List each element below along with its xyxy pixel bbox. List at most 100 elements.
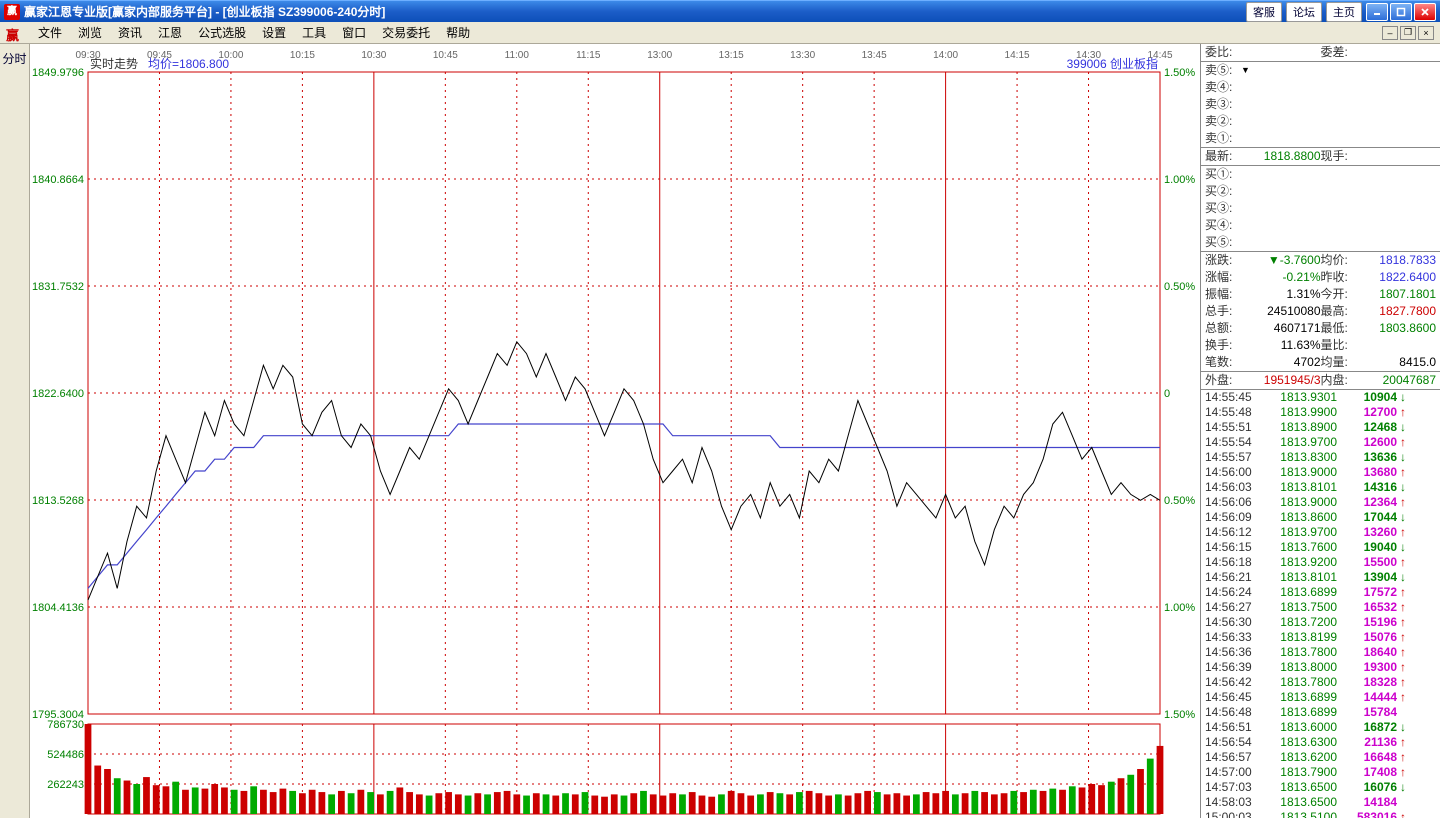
svg-text:1831.7532: 1831.7532 (32, 281, 84, 293)
minimize-button[interactable] (1366, 3, 1388, 21)
chart-area[interactable]: 1849.9796 1.50% 1840.8664 1.00% 1831.7532 0.5… (30, 44, 1200, 818)
svg-text:13:45: 13:45 (862, 50, 887, 61)
subwindow-controls: ‒ ❐ × (1382, 26, 1434, 40)
maximize-button[interactable] (1390, 3, 1412, 21)
svg-text:1813.5268: 1813.5268 (32, 495, 84, 507)
tick-row: 14:56:061813.900012364↑ (1201, 495, 1440, 510)
svg-text:1804.4136: 1804.4136 (32, 602, 84, 614)
stat-row-2: 振幅:1.31%今开:1807.1801 (1201, 286, 1440, 303)
menubar: 赢 文件浏览资讯江恩公式选股设置工具窗口交易委托帮助 ‒ ❐ × (0, 22, 1440, 44)
svg-text:11:00: 11:00 (505, 50, 530, 61)
buy-row-1: 买②: (1201, 183, 1440, 200)
tick-row: 14:56:511813.600016872↓ (1201, 720, 1440, 735)
sub-minimize-button[interactable]: ‒ (1382, 26, 1398, 40)
tick-row: 14:56:391813.800019300↑ (1201, 660, 1440, 675)
svg-text:14:15: 14:15 (1005, 50, 1030, 61)
svg-text:786730: 786730 (47, 719, 84, 731)
svg-text:524486: 524486 (47, 749, 84, 761)
stat-row-6: 笔数:4702均量:8415.0 (1201, 354, 1440, 371)
link-kefu[interactable]: 客服 (1246, 2, 1282, 22)
quote-panel: 委比: 委差: 卖⑤:▼卖④:卖③:卖②:卖①: 最新: 1818.8800 现… (1200, 44, 1440, 818)
svg-text:均价=1806.800: 均价=1806.800 (148, 57, 229, 71)
menu-0[interactable]: 文件 (30, 22, 70, 43)
sell-row-2: 卖③: (1201, 96, 1440, 113)
tick-row: 14:55:451813.930110904↓ (1201, 390, 1440, 405)
menu-logo: 赢 (6, 25, 22, 41)
link-zhuye[interactable]: 主页 (1326, 2, 1362, 22)
svg-text:10:45: 10:45 (433, 50, 458, 61)
svg-text:10:30: 10:30 (361, 50, 386, 61)
tick-row: 14:57:001813.790017408↑ (1201, 765, 1440, 780)
tick-row: 14:56:481813.689915784 (1201, 705, 1440, 720)
close-button[interactable] (1414, 3, 1436, 21)
svg-text:1.00%: 1.00% (1164, 602, 1195, 614)
menu-7[interactable]: 窗口 (334, 22, 374, 43)
stat-row-1: 涨幅:-0.21%昨收:1822.6400 (1201, 269, 1440, 286)
left-rail[interactable]: 分时 (0, 44, 30, 818)
tick-row: 14:55:571813.830013636↓ (1201, 450, 1440, 465)
tick-row: 14:55:481813.990012700↑ (1201, 405, 1440, 420)
svg-text:13:15: 13:15 (719, 50, 744, 61)
titlebar: 赢 赢家江恩专业版[赢家内部服务平台] - [创业板指 SZ399006-240… (0, 0, 1440, 22)
tick-row: 14:56:331813.819915076↑ (1201, 630, 1440, 645)
menu-9[interactable]: 帮助 (438, 22, 478, 43)
tick-row: 14:56:151813.760019040↓ (1201, 540, 1440, 555)
tick-row: 14:56:451813.689914444↑ (1201, 690, 1440, 705)
svg-text:0: 0 (1164, 388, 1170, 400)
svg-text:13:30: 13:30 (790, 50, 815, 61)
svg-text:399006 创业板指: 399006 创业板指 (1067, 56, 1158, 71)
tick-row: 14:56:091813.860017044↓ (1201, 510, 1440, 525)
workspace: 分时 1849.9796 1.50% 1840.8664 1.00% 1831.7532… (0, 44, 1440, 818)
tick-row: 14:56:121813.970013260↑ (1201, 525, 1440, 540)
tick-list[interactable]: 14:55:451813.930110904↓14:55:481813.9900… (1201, 390, 1440, 818)
waipan-row: 外盘: 1951945/3 内盘: 20047687 (1201, 372, 1440, 389)
svg-text:1849.9796: 1849.9796 (32, 67, 84, 79)
tick-row: 14:56:361813.780018640↑ (1201, 645, 1440, 660)
svg-text:10:15: 10:15 (290, 50, 315, 61)
tick-row: 14:56:181813.920015500↑ (1201, 555, 1440, 570)
menu-1[interactable]: 浏览 (70, 22, 110, 43)
menu-6[interactable]: 工具 (294, 22, 334, 43)
weibi-row: 委比: 委差: (1201, 44, 1440, 61)
tick-row: 14:56:421813.780018328↑ (1201, 675, 1440, 690)
buy-row-3: 买④: (1201, 217, 1440, 234)
intraday-chart: 1849.9796 1.50% 1840.8664 1.00% 1831.7532 0.5… (30, 44, 1200, 818)
sell-row-3: 卖②: (1201, 113, 1440, 130)
svg-text:1.50%: 1.50% (1164, 67, 1195, 79)
left-rail-label: 分时 (0, 50, 29, 67)
stat-row-3: 总手:24510080最高:1827.7800 (1201, 303, 1440, 320)
menu-4[interactable]: 公式选股 (190, 22, 254, 43)
tick-row: 14:55:541813.970012600↑ (1201, 435, 1440, 450)
svg-text:1.00%: 1.00% (1164, 174, 1195, 186)
tick-row: 14:56:031813.810114316↓ (1201, 480, 1440, 495)
tick-row: 14:56:301813.720015196↑ (1201, 615, 1440, 630)
tick-row: 14:56:241813.689917572↑ (1201, 585, 1440, 600)
svg-text:14:00: 14:00 (933, 50, 958, 61)
svg-text:1840.8664: 1840.8664 (32, 174, 84, 186)
menu-8[interactable]: 交易委托 (374, 22, 438, 43)
menu-5[interactable]: 设置 (254, 22, 294, 43)
sub-close-button[interactable]: × (1418, 26, 1434, 40)
stat-row-5: 换手:11.63%量比: (1201, 337, 1440, 354)
window-title: 赢家江恩专业版[赢家内部服务平台] - [创业板指 SZ399006-240分时… (24, 3, 1244, 20)
sell-row-0: 卖⑤:▼ (1201, 62, 1440, 79)
tick-row: 14:58:031813.650014184 (1201, 795, 1440, 810)
svg-text:0.50%: 0.50% (1164, 495, 1195, 507)
link-luntan[interactable]: 论坛 (1286, 2, 1322, 22)
tick-row: 14:56:271813.750016532↑ (1201, 600, 1440, 615)
sell-row-4: 卖①: (1201, 130, 1440, 147)
latest-row: 最新: 1818.8800 现手: (1201, 148, 1440, 165)
stat-row-0: 涨跌:▼-3.7600均价:1818.7833 (1201, 252, 1440, 269)
svg-text:262243: 262243 (47, 779, 84, 791)
buy-row-0: 买①: (1201, 166, 1440, 183)
sub-restore-button[interactable]: ❐ (1400, 26, 1416, 40)
menu-3[interactable]: 江恩 (150, 22, 190, 43)
svg-text:1822.6400: 1822.6400 (32, 388, 84, 400)
tick-row: 14:56:541813.630021136↑ (1201, 735, 1440, 750)
tick-row: 14:56:001813.900013680↑ (1201, 465, 1440, 480)
stat-row-4: 总额:4607171最低:1803.8600 (1201, 320, 1440, 337)
menu-2[interactable]: 资讯 (110, 22, 150, 43)
svg-text:13:00: 13:00 (647, 50, 672, 61)
app-logo: 赢 (4, 4, 20, 20)
tick-row: 14:55:511813.890012468↓ (1201, 420, 1440, 435)
